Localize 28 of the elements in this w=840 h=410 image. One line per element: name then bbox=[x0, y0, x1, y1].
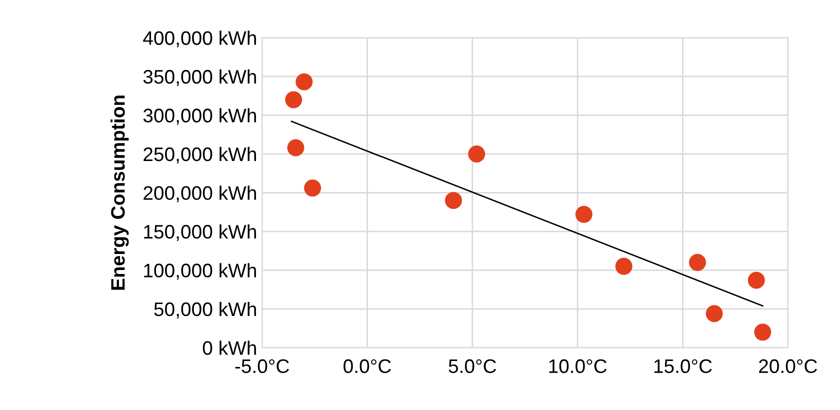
point bbox=[296, 73, 313, 90]
point bbox=[754, 324, 772, 341]
point bbox=[688, 254, 706, 271]
y-tick-label: 100,000 kWh bbox=[144, 263, 256, 280]
x-tick-label: 20.0°C bbox=[759, 359, 818, 374]
y-tick-label: 0 kWh bbox=[202, 340, 256, 355]
x-tick-label: 10.0°C bbox=[549, 359, 607, 374]
x-tick-label: 0.0°C bbox=[344, 359, 391, 374]
point bbox=[706, 305, 723, 322]
y-tick-label: 350,000 kWh bbox=[143, 69, 256, 86]
y-tick-label: 300,000 kWh bbox=[143, 108, 256, 125]
y-tick-label: 400,000 kWh bbox=[143, 30, 256, 48]
point bbox=[575, 206, 592, 223]
y-tick-label: 250,000 kWh bbox=[144, 146, 256, 164]
y-tick-label: 200,000 kWh bbox=[144, 186, 256, 202]
x-tick-label: 5.0°C bbox=[448, 359, 496, 374]
y-tick-label: 150,000 kWh bbox=[144, 224, 256, 241]
point bbox=[285, 91, 302, 108]
point bbox=[287, 139, 304, 156]
point bbox=[304, 180, 322, 197]
y-tick-label: 50,000 kWh bbox=[154, 302, 256, 318]
y-axis-title: Energy Consumption bbox=[110, 96, 129, 290]
point bbox=[444, 192, 462, 209]
point bbox=[468, 145, 486, 162]
x-tick-label: -5.0°C bbox=[235, 359, 290, 374]
x-tick-label: 15.0°C bbox=[654, 359, 712, 374]
point bbox=[748, 272, 765, 289]
point bbox=[615, 258, 632, 275]
